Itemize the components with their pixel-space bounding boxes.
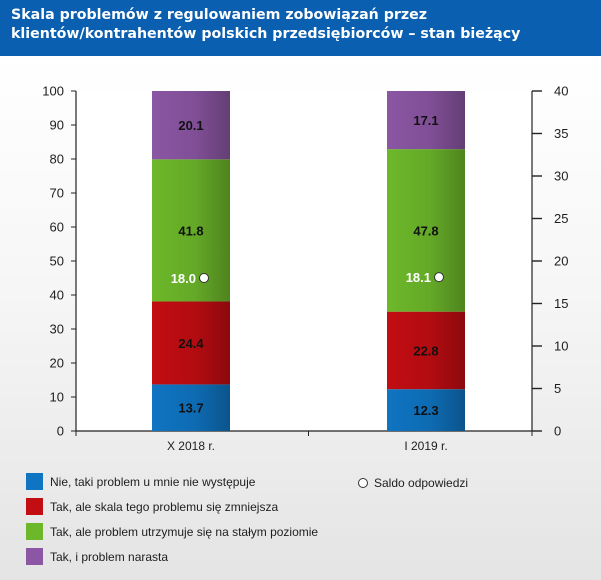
bar-segment — [387, 389, 465, 431]
legend-item-zmniejsza: Tak, ale skala tego problemu się zmniejs… — [26, 498, 278, 515]
x-tick-label: X 2018 r. — [167, 439, 215, 453]
y-tick-label: 20 — [50, 356, 64, 371]
legend-item-saldo: Saldo odpowiedzi — [358, 476, 468, 490]
y2-tick-label: 30 — [554, 169, 568, 184]
bar-value-label: 12.3 — [413, 403, 438, 418]
chart-title: Skala problemów z regulowaniem zobowiąza… — [0, 0, 601, 56]
bar-segment — [152, 159, 230, 302]
legend-item-narasta: Tak, i problem narasta — [26, 548, 168, 565]
bar-value-label: 13.7 — [178, 401, 203, 416]
y2-tick-label: 35 — [554, 126, 568, 141]
bar-segment — [152, 384, 230, 431]
legend-label-staly: Tak, ale problem utrzymuje się na stałym… — [50, 524, 319, 539]
bar-value-label: 22.8 — [413, 343, 438, 358]
y-tick-label: 50 — [50, 254, 64, 269]
bar-segment — [387, 91, 465, 150]
bar-value-label: 17.1 — [413, 113, 438, 128]
y-tick-label: 80 — [50, 152, 64, 167]
legend-swatch-nie — [26, 473, 43, 490]
legend-label-zmniejsza: Tak, ale skala tego problemu się zmniejs… — [50, 499, 279, 514]
y-tick-label: 70 — [50, 186, 64, 201]
legend-label-narasta: Tak, i problem narasta — [50, 549, 169, 564]
y2-tick-label: 20 — [554, 254, 568, 269]
y-tick-label: 10 — [50, 390, 64, 405]
saldo-label: 18.1 — [406, 270, 431, 285]
bar-value-label: 20.1 — [178, 118, 203, 133]
y-tick-label: 40 — [50, 288, 64, 303]
y-tick-label: 0 — [57, 424, 64, 439]
y-tick-label: 60 — [50, 220, 64, 235]
y2-tick-label: 40 — [554, 84, 568, 99]
y2-tick-label: 10 — [554, 339, 568, 354]
bar-segment — [152, 91, 230, 160]
bar-segment — [387, 149, 465, 312]
legend-item-nie: Nie, taki problem u mnie nie występuje — [26, 473, 255, 490]
bar-value-label: 24.4 — [178, 336, 204, 351]
y2-tick-label: 25 — [554, 211, 568, 226]
legend-marker-saldo — [358, 478, 368, 488]
saldo-label: 18.0 — [171, 271, 196, 286]
legend-label-saldo: Saldo odpowiedzi — [374, 476, 469, 490]
saldo-marker — [199, 273, 209, 283]
stacked-bar-chart: 0 10 20 30 40 50 60 70 80 90 100 0 5 10 15 20 25 30 35 40 X … — [42, 84, 568, 454]
y-tick-label: 100 — [42, 84, 64, 99]
bar-value-label: 47.8 — [413, 223, 438, 238]
y-tick-label: 90 — [50, 118, 64, 133]
legend-swatch-narasta — [26, 548, 43, 565]
y2-tick-label: 15 — [554, 296, 568, 311]
legend-label-nie: Nie, taki problem u mnie nie występuje — [50, 474, 256, 489]
y-tick-label: 30 — [50, 322, 64, 337]
legend-item-staly: Tak, ale problem utrzymuje się na stałym… — [26, 523, 318, 540]
y2-tick-label: 0 — [554, 424, 561, 439]
legend-swatch-zmniejsza — [26, 498, 43, 515]
saldo-marker — [434, 272, 444, 283]
bar-segment — [387, 311, 465, 390]
x-tick-label: I 2019 r. — [404, 439, 447, 453]
bar-segment — [152, 301, 230, 385]
legend-swatch-staly — [26, 523, 43, 540]
y2-tick-label: 5 — [554, 381, 561, 396]
bar-value-label: 41.8 — [178, 223, 203, 238]
